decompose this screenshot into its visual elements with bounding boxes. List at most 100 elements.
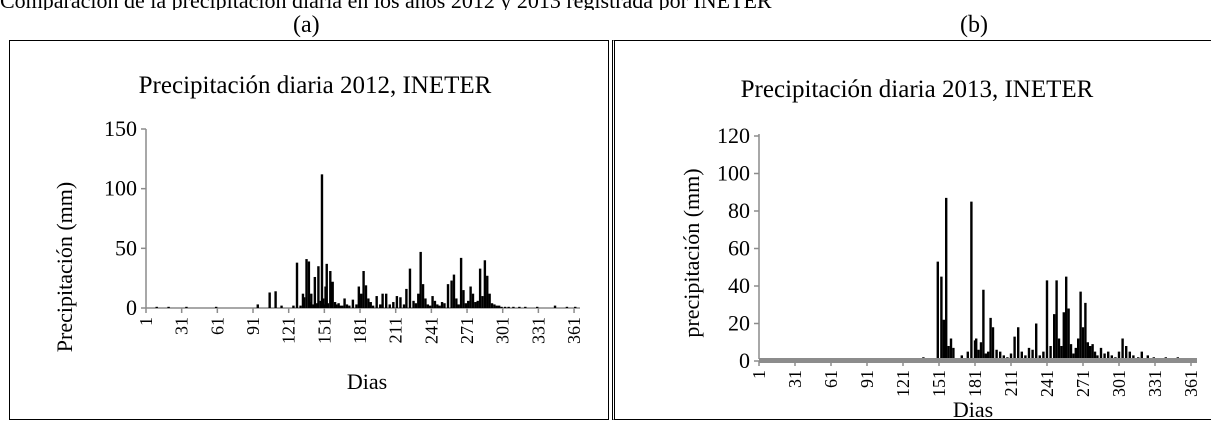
chart-b-bar — [1081, 327, 1085, 361]
chart-a-bar — [495, 305, 498, 308]
chart-a-bar — [478, 268, 482, 308]
chart-b-xtick-label: 91 — [857, 370, 877, 388]
chart-a-xtick-label: 211 — [386, 317, 406, 343]
chart-b-bar — [1074, 347, 1077, 361]
chart-b-title: Precipitación diaria 2013, INETER — [741, 76, 1094, 103]
chart-b-y-ticks: 0 20 40 60 80 100 120 — [717, 123, 759, 373]
chart-a-bar — [317, 266, 320, 308]
chart-b-xtick-label: 1 — [749, 370, 769, 379]
chart-a-svg: Precipitación diaria 2012, INETER Precip… — [52, 72, 584, 394]
chart-a-bar — [268, 292, 271, 308]
chart-a-xtick-label: 331 — [528, 317, 548, 344]
chart-b-xtick-label: 301 — [1109, 370, 1129, 397]
chart-a-bar — [457, 304, 460, 308]
chart-a-bar — [360, 293, 363, 308]
chart-a-bar — [503, 306, 507, 308]
chart-b-bar — [977, 349, 980, 361]
chart-a-bar — [431, 296, 434, 308]
chart-a-ylabel: Precipitación (mm) — [52, 182, 77, 352]
chart-a-ytick-label: 50 — [115, 235, 137, 260]
chart-b-bar — [1089, 346, 1092, 361]
chart-a-bar — [402, 304, 406, 308]
chart-a-xtick-label: 301 — [493, 317, 513, 344]
chart-a-bar — [500, 306, 503, 308]
chart-b-bar — [1020, 351, 1023, 361]
chart-b-bar — [984, 353, 987, 361]
chart-a-bar — [486, 275, 489, 308]
chart-a-bar — [357, 286, 361, 308]
chart-a-bar — [331, 281, 334, 308]
chart-a-bar — [476, 300, 479, 308]
chart-a-bar — [488, 293, 491, 308]
chart-b-bar — [1067, 308, 1070, 361]
chart-b-bar — [1062, 312, 1065, 361]
chart-a-bar — [408, 268, 412, 308]
chart-b-svg: Precipitación diaria 2013, INETER precip… — [679, 76, 1201, 422]
chart-a-bar — [438, 305, 441, 308]
chart-panel-b: Precipitación diaria 2013, INETER precip… — [612, 40, 1211, 422]
chart-a-bar — [443, 303, 446, 308]
chart-a-bar — [343, 298, 346, 308]
chart-b-xtick-label: 61 — [821, 370, 841, 388]
chart-a-bar — [436, 304, 439, 308]
chart-b-bar — [1117, 351, 1121, 361]
chart-b-ytick-label: 100 — [717, 161, 750, 186]
chart-a-bar — [340, 305, 344, 308]
chart-a-bar — [299, 305, 302, 308]
chart-a-bar — [348, 305, 351, 308]
chart-b-bar — [1017, 327, 1020, 361]
chart-b-bar — [1086, 342, 1089, 361]
chart-a-bar — [392, 302, 395, 308]
chart-a-bar — [388, 304, 391, 308]
chart-a-bar — [305, 259, 308, 308]
chart-b-xtick-label: 361 — [1181, 370, 1201, 397]
chart-a-ytick-label: 100 — [104, 176, 137, 201]
chart-a-bar — [433, 300, 437, 308]
chart-b-bar — [952, 347, 955, 361]
chart-a-bar — [295, 262, 299, 308]
chart-a-bar — [518, 306, 521, 308]
chart-b-bar — [995, 349, 998, 361]
panel-label-b: (b) — [960, 12, 988, 38]
chart-a-bar — [320, 174, 324, 308]
chart-b-bar — [1103, 353, 1106, 361]
panel-label-a: (a) — [293, 12, 320, 38]
chart-a-xtick-label: 31 — [172, 317, 192, 335]
chart-b-bar — [1031, 349, 1034, 361]
chart-a-bars — [155, 174, 577, 308]
chart-b-ytick-label: 0 — [739, 348, 750, 373]
chart-a-bar — [274, 291, 277, 308]
chart-a-bar — [428, 305, 432, 308]
chart-b-bar — [1140, 351, 1143, 361]
chart-a-bar — [493, 304, 496, 308]
chart-a-xtick-label: 271 — [457, 317, 477, 344]
chart-a-bar — [440, 302, 444, 308]
chart-a-xtick-label: 121 — [279, 317, 299, 344]
chart-a-bar — [490, 303, 494, 308]
chart-b-xtick-label: 271 — [1073, 370, 1093, 397]
chart-a-bar — [574, 306, 577, 308]
chart-a-bar — [280, 305, 283, 308]
chart-a-bar — [565, 306, 569, 308]
chart-a-bar — [375, 296, 378, 308]
chart-b-bar — [1069, 344, 1073, 361]
chart-a-bar — [367, 298, 370, 308]
chart-b-bar — [1072, 353, 1075, 361]
chart-a-bar — [553, 305, 557, 308]
chart-b-xtick-label: 151 — [929, 370, 949, 397]
chart-a-bar — [414, 303, 418, 308]
chart-b-xtick-label: 181 — [965, 370, 985, 397]
chart-a-bar — [446, 284, 450, 308]
chart-b-bars — [762, 197, 1179, 361]
chart-b-bar — [1055, 280, 1058, 361]
chart-b-bar — [1099, 347, 1103, 361]
chart-a-xtick-label: 91 — [243, 317, 263, 335]
chart-a-bar — [351, 299, 355, 308]
chart-b-bar — [970, 201, 973, 361]
chart-a-bar — [395, 296, 399, 308]
chart-b-bar — [1077, 338, 1080, 361]
chart-b-bar — [991, 327, 995, 361]
chart-a-xtick-label: 241 — [421, 317, 441, 344]
chart-a-bar — [384, 293, 388, 308]
chart-b-bar — [1093, 351, 1097, 361]
